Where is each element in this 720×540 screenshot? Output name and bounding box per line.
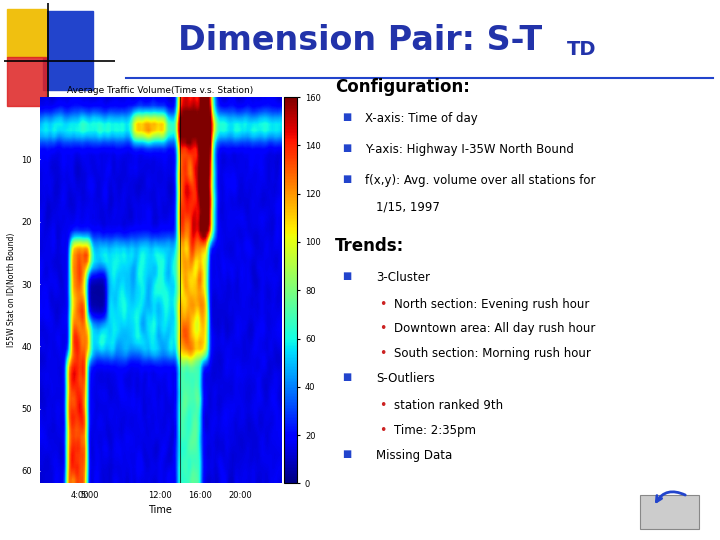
FancyBboxPatch shape xyxy=(7,9,46,57)
Text: Dimension Pair: S-T: Dimension Pair: S-T xyxy=(178,24,542,57)
Text: f(x,y): Avg. volume over all stations for: f(x,y): Avg. volume over all stations fo… xyxy=(365,174,595,187)
Text: Time: 2:35pm: Time: 2:35pm xyxy=(394,424,476,437)
Text: •: • xyxy=(379,399,387,412)
Text: X-axis: Time of day: X-axis: Time of day xyxy=(365,112,478,125)
Text: 3-Cluster: 3-Cluster xyxy=(376,271,430,284)
FancyBboxPatch shape xyxy=(7,57,46,106)
Text: Configuration:: Configuration: xyxy=(335,78,469,96)
Y-axis label: I55W Stat on ID(North Bound): I55W Stat on ID(North Bound) xyxy=(6,233,16,347)
Text: station ranked 9th: station ranked 9th xyxy=(394,399,503,412)
Text: •: • xyxy=(379,347,387,360)
Text: Downtown area: All day rush hour: Downtown area: All day rush hour xyxy=(394,322,595,335)
Text: Trends:: Trends: xyxy=(335,237,404,255)
Text: ■: ■ xyxy=(342,372,351,382)
Bar xyxy=(641,495,698,529)
Text: S-Outliers: S-Outliers xyxy=(376,372,435,385)
Text: •: • xyxy=(379,298,387,310)
Text: South section: Morning rush hour: South section: Morning rush hour xyxy=(394,347,590,360)
Text: •: • xyxy=(379,424,387,437)
X-axis label: Time: Time xyxy=(148,505,172,516)
Text: TD: TD xyxy=(567,40,597,59)
Text: ■: ■ xyxy=(342,449,351,459)
Text: 1/15, 1997: 1/15, 1997 xyxy=(376,200,440,213)
Title: Average Traffic Volume(Time v.s. Station): Average Traffic Volume(Time v.s. Station… xyxy=(67,86,253,95)
Text: ■: ■ xyxy=(342,112,351,122)
FancyBboxPatch shape xyxy=(42,11,93,90)
Text: Missing Data: Missing Data xyxy=(376,449,452,462)
Text: North section: Evening rush hour: North section: Evening rush hour xyxy=(394,298,589,310)
Text: ■: ■ xyxy=(342,143,351,153)
Text: ■: ■ xyxy=(342,271,351,281)
Text: ■: ■ xyxy=(342,174,351,185)
Text: Y-axis: Highway I-35W North Bound: Y-axis: Highway I-35W North Bound xyxy=(365,143,574,156)
Text: •: • xyxy=(379,322,387,335)
